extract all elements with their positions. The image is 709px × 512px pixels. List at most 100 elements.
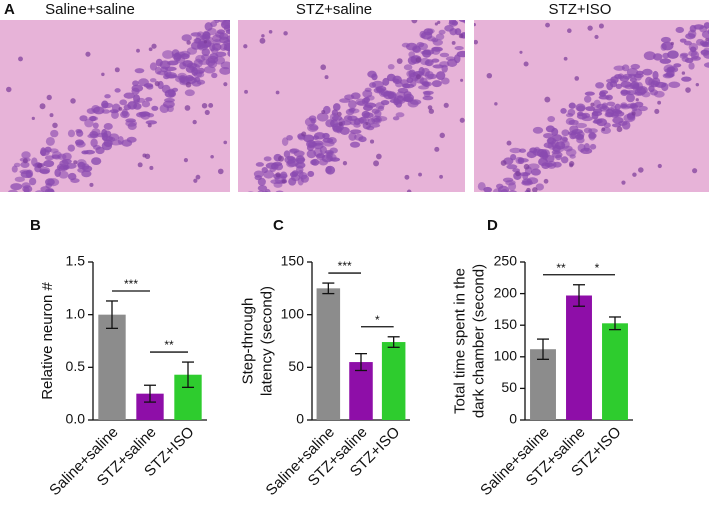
- cell: [687, 29, 697, 38]
- error-bar: [106, 300, 118, 330]
- bar: [316, 288, 341, 420]
- cell: [544, 96, 551, 103]
- cell: [535, 183, 544, 191]
- cell: [681, 76, 692, 82]
- cell: [551, 127, 559, 136]
- panel-label: B: [30, 217, 41, 234]
- cell: [159, 60, 171, 69]
- y-tick-label: 150: [281, 253, 305, 269]
- y-axis-label: Relative neuron #: [39, 282, 56, 400]
- cell: [703, 62, 709, 68]
- cell: [441, 77, 450, 85]
- cell: [668, 81, 681, 88]
- cell: [114, 88, 121, 93]
- cell: [565, 117, 575, 126]
- cell: [583, 95, 592, 103]
- cell: [574, 76, 580, 81]
- cell: [355, 117, 365, 124]
- y-tick-label: 0: [296, 411, 304, 427]
- cell: [185, 65, 195, 73]
- cell: [263, 156, 272, 162]
- cell: [407, 99, 419, 108]
- cell: [560, 156, 569, 164]
- cell: [215, 51, 227, 57]
- cell: [408, 51, 416, 58]
- cell: [70, 178, 80, 184]
- cell: [684, 57, 694, 64]
- cell: [431, 80, 442, 88]
- significance-label: ***: [124, 277, 138, 291]
- cell: [591, 111, 603, 117]
- cell: [448, 20, 458, 27]
- cell: [31, 116, 35, 121]
- cell: [119, 99, 128, 106]
- cell: [247, 191, 254, 192]
- cell: [8, 189, 18, 192]
- cell: [57, 153, 67, 160]
- cell: [67, 129, 76, 138]
- cell: [441, 64, 448, 73]
- cell: [289, 171, 298, 178]
- cell: [185, 81, 192, 88]
- cell: [37, 163, 43, 169]
- cell: [568, 102, 576, 109]
- cell: [369, 139, 375, 144]
- cell: [261, 190, 269, 192]
- cell: [58, 165, 68, 170]
- cell: [504, 198, 513, 203]
- y-tick-label: 250: [494, 253, 518, 269]
- cell: [325, 151, 334, 156]
- cell: [354, 133, 364, 141]
- cell: [462, 9, 471, 17]
- cell: [404, 174, 410, 180]
- cell: [510, 193, 520, 202]
- cell: [532, 126, 544, 134]
- cell: [329, 157, 341, 162]
- cell: [275, 172, 281, 178]
- cell: [440, 12, 449, 18]
- cell: [184, 105, 191, 111]
- cell: [254, 198, 265, 207]
- cell: [626, 93, 635, 103]
- cell: [309, 125, 319, 131]
- cell: [612, 110, 625, 117]
- cell: [690, 50, 699, 60]
- cell: [705, 37, 709, 42]
- bar: [381, 342, 406, 420]
- cell: [657, 100, 662, 105]
- y-axis-label: Step-through: [239, 298, 256, 385]
- cell: [588, 128, 598, 134]
- cell: [186, 40, 191, 45]
- image-title: STZ+ISO: [549, 1, 612, 18]
- cell: [273, 181, 283, 188]
- cell: [688, 42, 699, 52]
- error-bar: [609, 316, 621, 331]
- cell: [324, 75, 329, 80]
- cell: [355, 98, 366, 106]
- cell: [371, 80, 384, 89]
- cell: [523, 163, 530, 170]
- cell: [551, 151, 563, 159]
- cell: [221, 4, 229, 12]
- cell: [162, 50, 174, 59]
- significance-label: ***: [338, 259, 352, 273]
- error-bar: [537, 338, 549, 360]
- cell: [331, 109, 339, 117]
- cell: [297, 169, 304, 178]
- cell: [202, 30, 210, 40]
- cell: [275, 90, 280, 95]
- cell: [111, 103, 121, 113]
- cell: [673, 63, 682, 68]
- cell: [528, 193, 539, 200]
- cell: [349, 141, 361, 148]
- cell: [367, 70, 377, 78]
- cell: [101, 109, 111, 114]
- cell: [621, 121, 631, 130]
- bar: [566, 295, 592, 420]
- cell: [204, 109, 210, 115]
- cell: [84, 118, 94, 128]
- cell: [392, 116, 400, 121]
- cell: [595, 82, 605, 89]
- cell: [348, 100, 357, 109]
- cell: [41, 191, 48, 192]
